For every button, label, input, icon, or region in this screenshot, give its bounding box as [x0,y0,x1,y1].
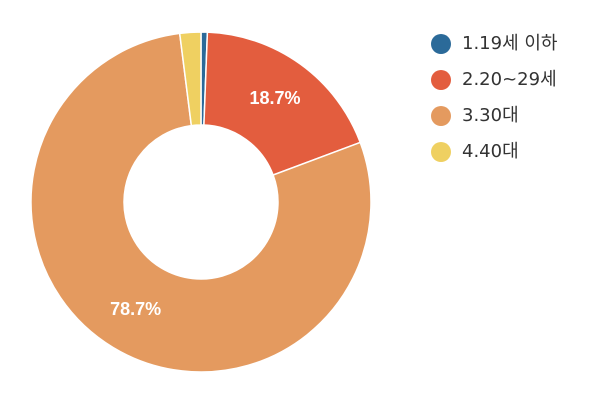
legend-label: 1.19세 이하 [462,33,558,54]
slice-label-2: 18.7% [249,88,300,108]
donut-slice-4[interactable] [178,31,202,127]
legend-label: 2.20~29세 [462,69,557,90]
legend-item-2[interactable]: 2.20~29세 [431,69,557,90]
legend: 1.19세 이하 2.20~29세 3.30대 4.40대 [431,33,558,162]
donut-slice-2[interactable] [203,31,362,176]
legend-label: 4.40대 [462,141,519,162]
donut-slice-3[interactable] [30,32,372,373]
legend-item-1[interactable]: 1.19세 이하 [431,33,558,54]
legend-item-4[interactable]: 4.40대 [431,141,519,162]
legend-swatch [431,106,451,126]
legend-label: 3.30대 [462,105,519,126]
slice-labels: 18.7% 78.7% [110,88,300,319]
slice-label-3: 78.7% [110,299,161,319]
legend-swatch [431,34,451,54]
legend-swatch [431,142,451,162]
legend-item-3[interactable]: 3.30대 [431,105,519,126]
legend-swatch [431,70,451,90]
donut-slices [30,31,372,373]
